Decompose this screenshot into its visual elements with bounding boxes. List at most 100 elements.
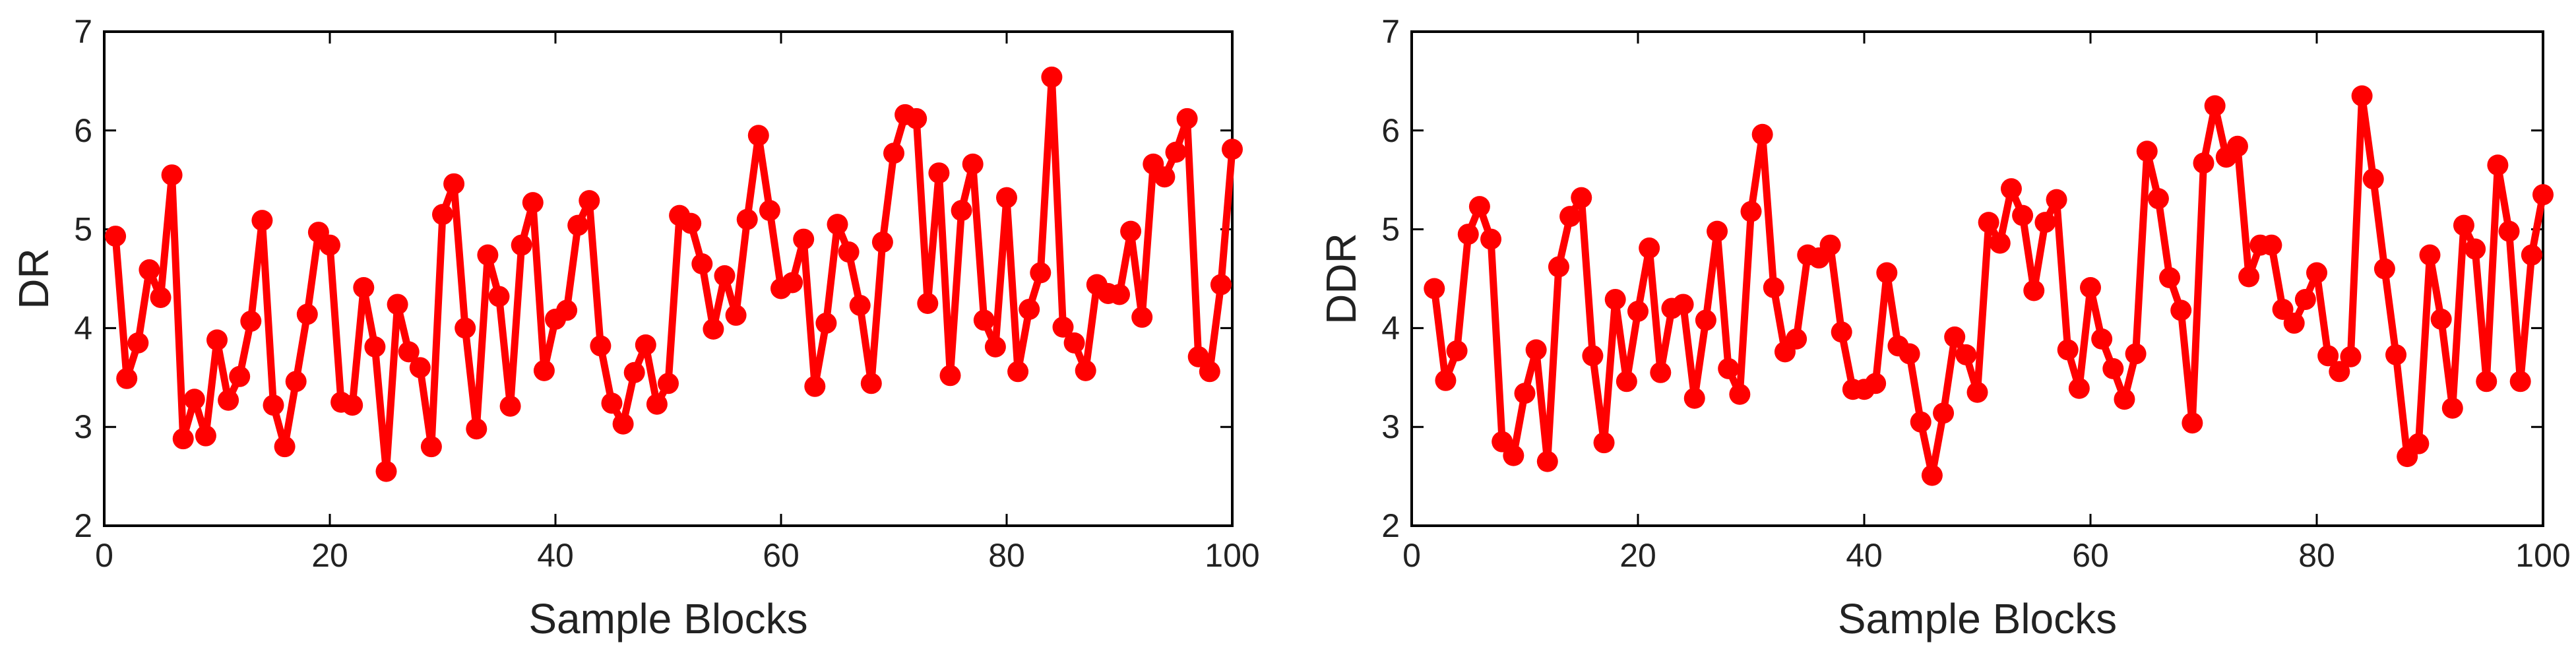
data-point (2091, 328, 2113, 350)
data-point (127, 332, 149, 354)
y-tick-label: 4 (74, 309, 92, 346)
data-point (2238, 266, 2260, 288)
data-point (1695, 309, 1716, 331)
x-tick-label: 0 (95, 537, 113, 574)
data-point (296, 303, 318, 325)
data-point (1187, 346, 1209, 367)
data-point (714, 265, 736, 287)
data-point (1120, 220, 1142, 242)
data-point (1165, 141, 1187, 163)
x-tick-label: 20 (311, 537, 348, 574)
data-point (736, 208, 758, 230)
data-point (1435, 369, 1457, 391)
data-point (2057, 339, 2079, 361)
data-point (1176, 108, 1198, 129)
data-point (2465, 238, 2486, 260)
data-point (2023, 280, 2045, 301)
data-point (150, 286, 172, 308)
data-point (2385, 344, 2407, 365)
data-point (1468, 196, 1490, 218)
data-point (556, 299, 578, 321)
data-point (105, 226, 127, 247)
data-point (2283, 312, 2305, 334)
data-point (1582, 345, 1604, 367)
data-point (1955, 344, 1977, 365)
series-line (1430, 92, 2547, 480)
data-point (1075, 360, 1096, 381)
data-point (353, 276, 375, 298)
data-point (420, 436, 442, 458)
data-point (533, 360, 555, 381)
data-point (1616, 371, 1637, 392)
data-point (2012, 204, 2034, 226)
x-tick-label: 80 (988, 537, 1025, 574)
data-point (1559, 206, 1581, 228)
data-point (364, 336, 386, 358)
data-point (2261, 234, 2282, 256)
ddr-chart-panel: 0 20 40 60 80 100 2 3 4 5 6 7 Sample Blocks DDR (1317, 13, 2571, 642)
data-point (1446, 340, 1468, 361)
data-point (815, 312, 837, 334)
y-tick-label: 4 (1381, 309, 1400, 346)
data-point (263, 394, 284, 416)
data-point (251, 210, 273, 232)
data-point (1751, 123, 1773, 145)
data-point (2521, 244, 2542, 266)
x-tick-label: 40 (1846, 537, 1883, 574)
data-point (1480, 228, 1502, 250)
data-point (1131, 306, 1153, 328)
data-point (759, 200, 780, 222)
data-point (567, 214, 589, 236)
data-point (1199, 361, 1220, 383)
data-point (1989, 232, 2011, 254)
data-point (1019, 298, 1040, 320)
data-point (1876, 262, 1898, 284)
data-point (579, 190, 600, 212)
data-point (1210, 274, 1232, 296)
data-point (2362, 168, 2384, 190)
data-point (1910, 411, 1932, 433)
data-point (1514, 383, 1536, 404)
y-tick-label: 2 (1381, 507, 1400, 544)
data-point (1966, 381, 1988, 403)
data-point (601, 392, 623, 414)
data-point (1548, 256, 1569, 278)
data-point (342, 394, 363, 416)
data-point (635, 334, 656, 356)
data-point (206, 329, 228, 351)
data-point (466, 418, 487, 440)
data-point (2114, 389, 2135, 410)
data-point (172, 428, 194, 450)
data-point (917, 292, 939, 314)
data-point (2351, 85, 2373, 107)
data-point (860, 373, 882, 394)
data-point (1154, 166, 1176, 188)
x-tick-label: 20 (1619, 537, 1656, 574)
dr-chart-panel: 0 20 40 60 80 100 2 3 4 5 6 7 Sample Blocks DR (10, 13, 1260, 642)
data-point (522, 192, 544, 214)
series-line (111, 73, 1236, 476)
data-point (2147, 188, 2169, 210)
data-point (1683, 387, 1705, 409)
y-axis-title: DR (10, 248, 57, 309)
data-point (387, 294, 408, 315)
data-point (1650, 361, 1672, 383)
data-point (2453, 214, 2474, 236)
data-point (782, 272, 803, 294)
data-point (1503, 445, 1524, 466)
data-point (477, 244, 499, 266)
data-point (1639, 237, 1660, 259)
y-tick-label: 2 (74, 507, 92, 544)
data-point (1627, 300, 1649, 322)
data-point (375, 460, 397, 482)
y-tick-label: 3 (74, 408, 92, 445)
x-tick-label: 100 (1205, 537, 1259, 574)
data-point (1052, 316, 1074, 338)
data-point (691, 253, 713, 275)
data-point (2226, 135, 2248, 157)
data-point (962, 153, 984, 175)
data-point (804, 375, 826, 397)
data-point (1109, 284, 1130, 305)
data-point (139, 259, 160, 281)
data-point (116, 367, 138, 389)
